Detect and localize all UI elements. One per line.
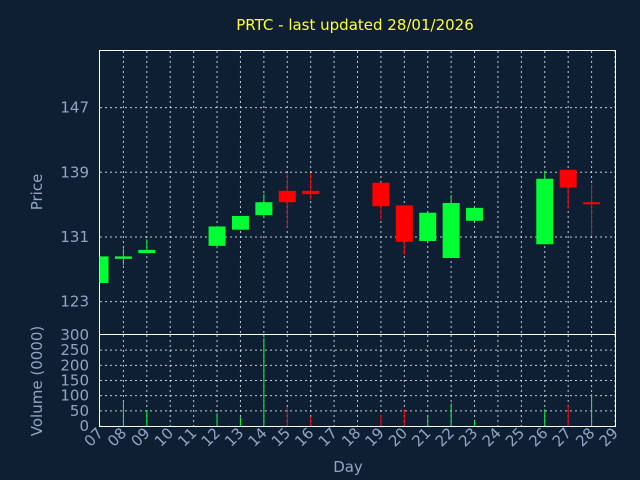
day-tick-label: 26: [525, 424, 551, 450]
day-tick-label: 19: [362, 424, 388, 450]
candle: [255, 194, 273, 218]
grid-lines: [100, 51, 616, 426]
volume-tick-label: 150: [60, 372, 89, 390]
candle: [114, 248, 132, 266]
day-tick-label: 25: [502, 424, 528, 450]
candle: [302, 173, 320, 200]
candle-body: [559, 169, 577, 188]
candle-body: [372, 182, 390, 207]
price-candles: [99, 169, 601, 284]
price-tick-labels: 123 131 139 147: [60, 99, 89, 311]
candle: [395, 205, 413, 255]
volume-tick-label: 100: [60, 387, 89, 405]
candle-body: [100, 256, 109, 284]
price-tick-label: 147: [60, 99, 89, 117]
day-tick-label: 17: [315, 424, 341, 450]
day-tick-label: 12: [198, 424, 224, 450]
candle: [419, 212, 437, 242]
candle: [559, 169, 577, 209]
day-tick-label: 22: [432, 424, 458, 450]
candle-body: [231, 215, 249, 230]
day-axis-label: Day: [333, 458, 363, 476]
day-tick-label: 23: [455, 424, 481, 450]
day-tick-label: 20: [385, 424, 411, 450]
day-tick-label: 28: [572, 424, 598, 450]
day-tick-label: 16: [291, 424, 317, 450]
volume-tick-label: 0: [79, 417, 89, 435]
volume-bars: [99, 338, 593, 426]
candle-body: [583, 202, 601, 205]
candle-body: [278, 190, 296, 203]
day-tick-label: 08: [104, 424, 130, 450]
day-tick-label: 14: [244, 424, 270, 450]
candle-body: [395, 205, 413, 242]
candle: [231, 215, 249, 230]
price-tick-label: 139: [60, 163, 89, 181]
day-tick-label: 10: [151, 424, 177, 450]
day-tick-label: 11: [174, 424, 200, 450]
candle: [208, 226, 226, 249]
candle-body: [419, 212, 437, 242]
day-tick-label: 13: [221, 424, 247, 450]
day-tick-label: 18: [338, 424, 364, 450]
candle: [583, 184, 601, 237]
candle-body: [442, 203, 460, 258]
candle-body: [208, 226, 226, 246]
candle-body: [302, 190, 320, 195]
volume-tick-label: 200: [60, 356, 89, 374]
candle: [442, 194, 460, 258]
day-tick-label: 09: [127, 424, 153, 450]
day-tick-label: 27: [549, 424, 575, 450]
day-tick-labels: 0708091011121314151617181920212223242526…: [81, 424, 622, 450]
day-tick-label: 24: [479, 424, 505, 450]
candle: [278, 173, 296, 229]
price-tick-label: 123: [60, 293, 89, 311]
volume-tick-label: 250: [60, 341, 89, 359]
candle: [99, 256, 109, 284]
candle-body: [138, 249, 156, 254]
candle-body: [536, 178, 554, 245]
price-tick-label: 131: [60, 228, 89, 246]
candle: [372, 182, 390, 220]
price-axis-label: Price: [28, 174, 46, 211]
candle: [536, 170, 554, 245]
candle-body: [466, 207, 484, 221]
day-tick-label: 29: [596, 424, 622, 450]
day-tick-label: 15: [268, 424, 294, 450]
chart-title: PRTC - last updated 28/01/2026: [236, 16, 474, 34]
candle-body: [114, 256, 132, 259]
candle: [138, 239, 156, 254]
volume-tick-label: 300: [60, 326, 89, 344]
volume-axis-label: Volume (0000): [28, 326, 46, 436]
volume-tick-label: 50: [70, 402, 89, 420]
candle: [466, 207, 484, 221]
day-tick-label: 21: [408, 424, 434, 450]
candle-body: [255, 202, 273, 216]
